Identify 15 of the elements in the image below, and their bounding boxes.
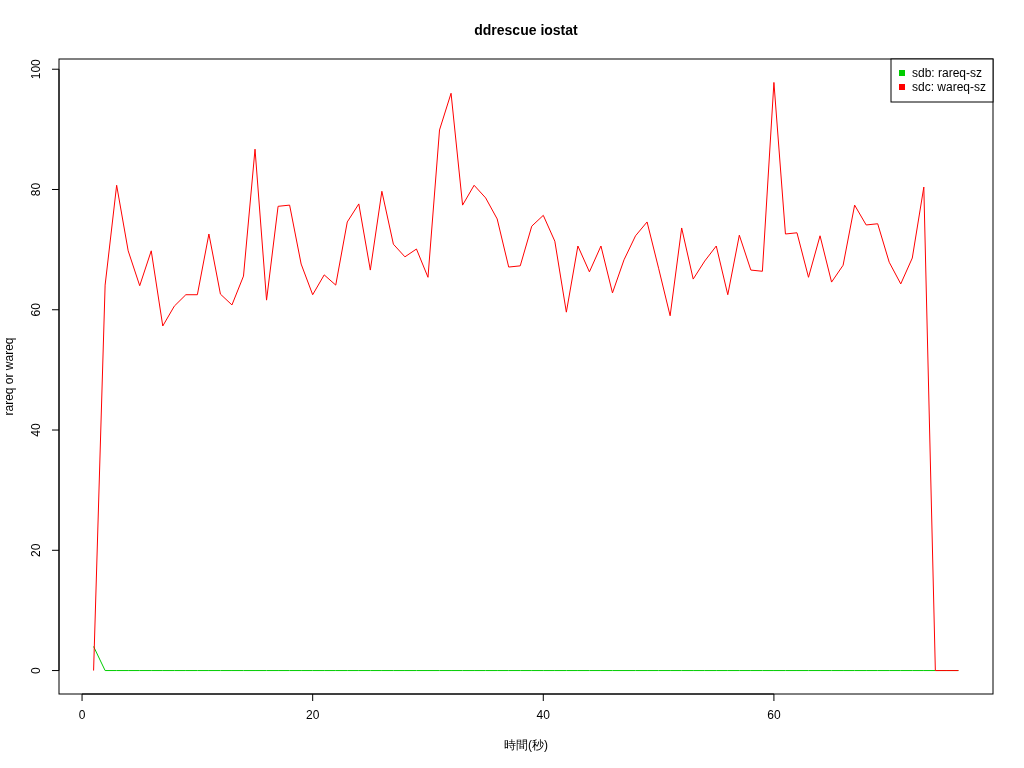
y-axis-title: rareq or wareq bbox=[2, 337, 16, 416]
legend-label: sdc: wareq-sz bbox=[912, 80, 987, 94]
chart-title: ddrescue iostat bbox=[474, 22, 579, 38]
y-tick-label: 40 bbox=[29, 423, 43, 437]
y-tick-label: 0 bbox=[29, 666, 43, 674]
legend-label: sdb: rareq-sz bbox=[912, 66, 983, 80]
y-tick-label: 20 bbox=[29, 543, 43, 557]
y-tick-label: 100 bbox=[29, 58, 43, 80]
y-tick-label: 60 bbox=[29, 302, 43, 317]
x-tick-label: 0 bbox=[78, 708, 86, 722]
x-tick-label: 40 bbox=[536, 708, 551, 722]
x-tick-label: 60 bbox=[767, 708, 781, 722]
x-tick-label: 20 bbox=[306, 708, 320, 722]
y-tick-label: 80 bbox=[29, 182, 43, 197]
x-axis-title: 時間(秒) bbox=[504, 738, 548, 752]
